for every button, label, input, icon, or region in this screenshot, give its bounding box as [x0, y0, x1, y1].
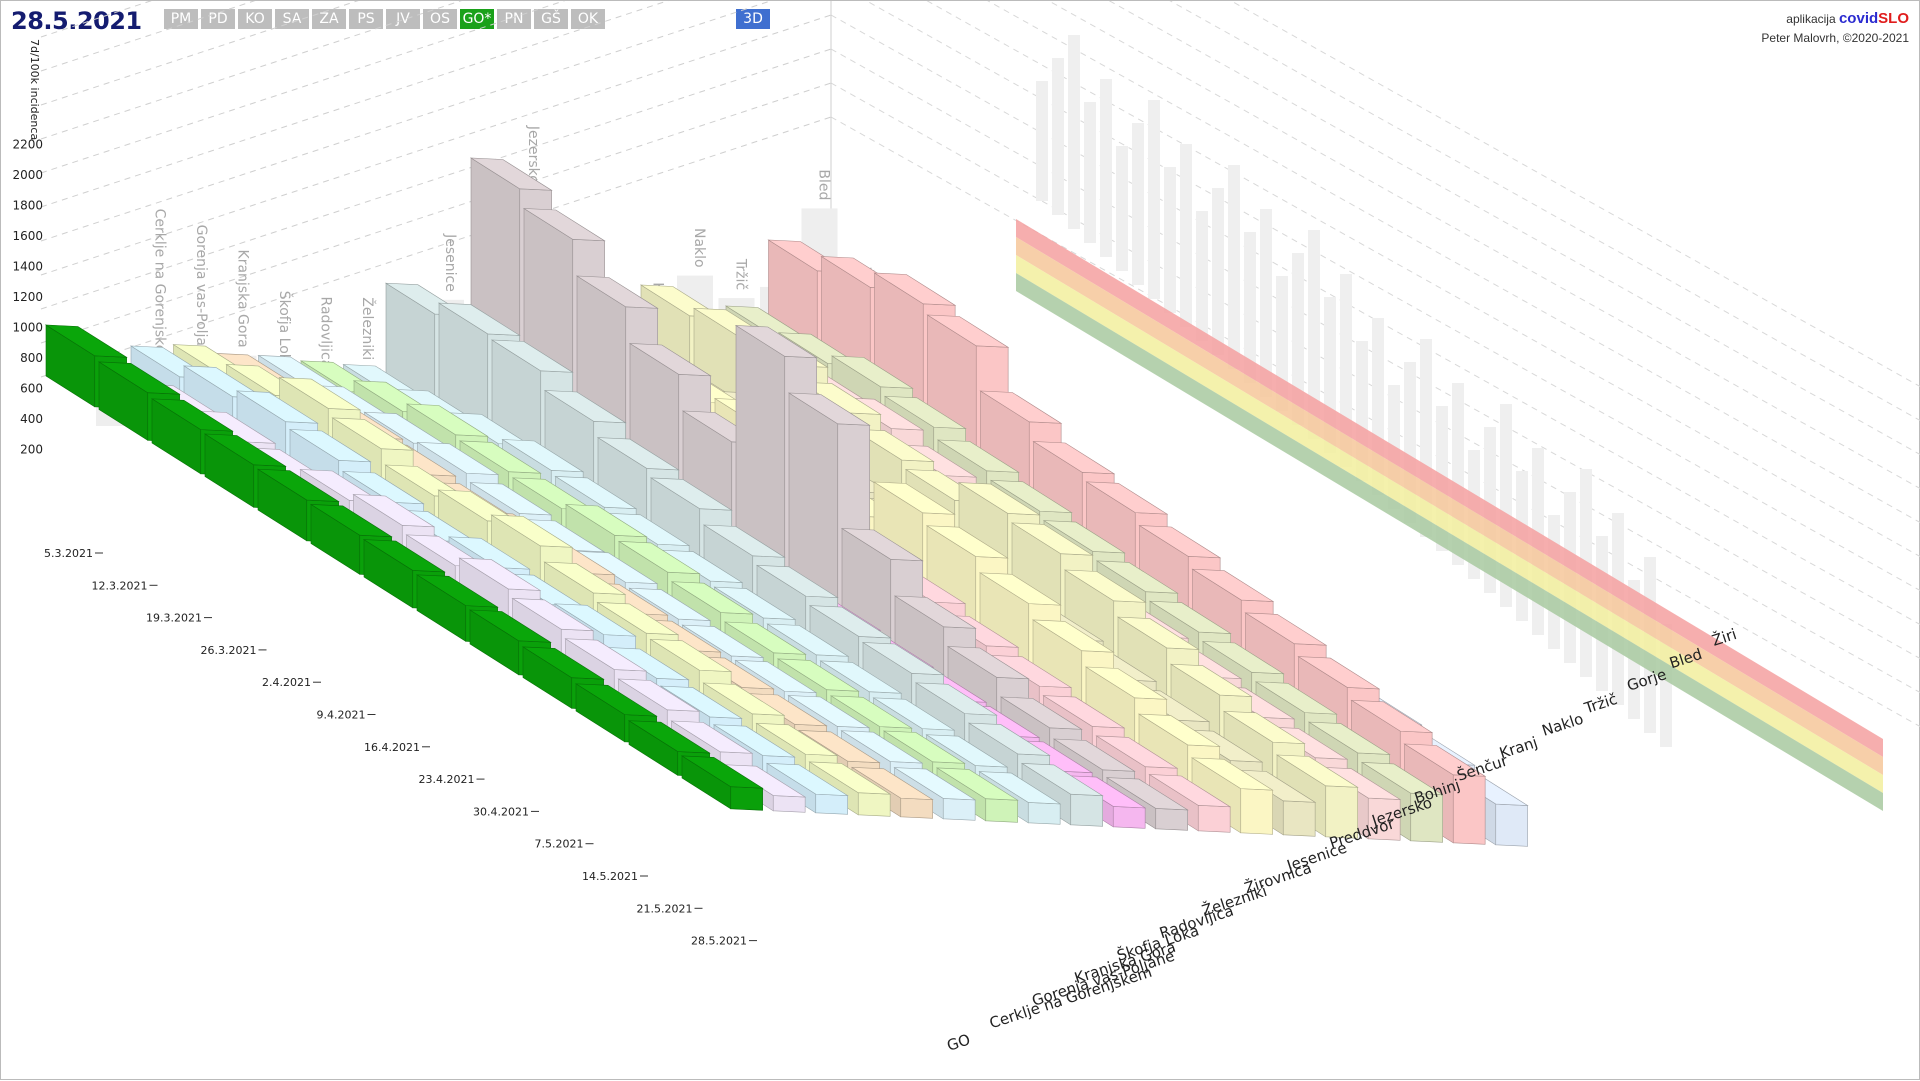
series-label: Kranj [1497, 733, 1540, 762]
date-label: 16.4.2021 [364, 741, 420, 754]
series-label: Žiri [1709, 624, 1738, 650]
y-tick-label: 1400 [12, 260, 43, 274]
y-axis-label: 7d/100k incidenca [28, 39, 41, 140]
date-label: 28.5.2021 [691, 935, 747, 948]
gridline [40, 14, 832, 276]
region-button[interactable]: OS [423, 9, 457, 29]
shadow-series-label: Škofja Loka [276, 291, 294, 370]
shadow-series-label: Tržič [733, 258, 749, 290]
date-label: 9.4.2021 [317, 709, 366, 722]
threshold-band [1016, 273, 1883, 811]
date-label: 12.3.2021 [92, 579, 148, 592]
y-tick-label: 1200 [12, 290, 43, 304]
view-3d-button[interactable]: 3D [736, 9, 770, 29]
region-button[interactable]: KO [238, 9, 272, 29]
region-button[interactable]: SA [275, 9, 309, 29]
region-button[interactable]: GO* [460, 9, 494, 29]
shadow-bar [1180, 144, 1192, 327]
y-tick-label: 1800 [12, 199, 43, 213]
region-button[interactable]: PN [497, 9, 531, 29]
date-label: 5.3.2021 [44, 547, 93, 560]
region-button[interactable]: ZA [312, 9, 346, 29]
region-button[interactable]: PD [201, 9, 235, 29]
brand-part2: SLO [1878, 10, 1909, 27]
shadow-bar [1132, 123, 1144, 285]
bar-rows [44, 157, 1529, 847]
gridline [40, 1, 359, 106]
y-tick-label: 2200 [12, 138, 43, 152]
shadow-series-label: Radovljica [318, 297, 334, 369]
shadow-bar [1084, 102, 1096, 243]
series-label: GO [945, 1030, 973, 1054]
gridline [40, 1, 256, 72]
shadow-bar [1228, 165, 1240, 369]
y-tick-label: 600 [20, 382, 43, 396]
shadow-series-label: Kranjska Gora [235, 250, 251, 348]
shadow-series-label: Cerklje na Gorenjskem [152, 209, 168, 367]
gridline [40, 1, 566, 174]
app-credit-line: aplikacija covidSLO [1761, 9, 1909, 29]
threshold-band [1016, 237, 1883, 775]
y-tick-label: 1000 [12, 321, 43, 335]
date-label: 21.5.2021 [637, 902, 693, 915]
shadow-bar [1212, 188, 1224, 355]
date-label: 19.3.2021 [146, 612, 202, 625]
shadow-bar [1052, 58, 1064, 215]
shadow-bar [1244, 232, 1256, 383]
shadow-bar [1196, 211, 1208, 341]
shadow-bar [1308, 230, 1320, 439]
y-tick-label: 800 [20, 351, 43, 365]
date-label: 14.5.2021 [582, 870, 638, 883]
gridline [40, 82, 832, 344]
shadow-bar [1260, 209, 1272, 397]
threshold-band [1016, 255, 1883, 793]
date-label: 2.4.2021 [262, 676, 311, 689]
shadow-bar [1036, 81, 1048, 201]
shadow-bar [1068, 35, 1080, 229]
date-label: 23.4.2021 [419, 773, 475, 786]
brand-part1: covid [1838, 10, 1879, 27]
y-tick-label: 2000 [12, 168, 43, 182]
region-button[interactable]: GŠ [534, 9, 568, 29]
shadow-bar [1100, 79, 1112, 257]
shadow-bar [1164, 167, 1176, 313]
gridline [40, 48, 832, 310]
region-button[interactable]: JV [386, 9, 420, 29]
threshold-band [1016, 219, 1883, 757]
region-button[interactable]: PS [349, 9, 383, 29]
author-credit: Peter Malovrh, ©2020-2021 [1761, 31, 1909, 45]
series-label: Tržič [1581, 690, 1619, 718]
shadow-series-label: Jesenice [442, 233, 458, 292]
date-label: 30.4.2021 [473, 805, 529, 818]
gridline [40, 1, 462, 140]
shadow-series-label: Bled [816, 169, 832, 200]
shadow-series-label: Gorenja vas-Poljane [193, 225, 209, 364]
y-tick-label: 400 [20, 412, 43, 426]
shadow-series-label: Železniki [359, 297, 377, 360]
series-label: Naklo [1540, 710, 1586, 740]
bar [680, 755, 764, 811]
shadow-series-label: Jezersko [525, 125, 541, 184]
shadow-bar [1148, 100, 1160, 299]
app-credit-prefix: aplikacija [1786, 12, 1836, 26]
y-tick-label: 200 [20, 443, 43, 457]
gridline [40, 1, 772, 242]
region-selector: PM PD KO SA ZA PS JV OS GO* PN GŠ OK [164, 9, 605, 29]
gridline [40, 116, 832, 378]
shadow-series-label: Naklo [691, 228, 707, 268]
region-button[interactable]: PM [164, 9, 198, 29]
date-label: 26.3.2021 [201, 644, 257, 657]
shadow-bar [1292, 253, 1304, 425]
date-title: 28.5.2021 [11, 7, 142, 35]
date-label: 7.5.2021 [535, 838, 584, 851]
credits: aplikacija covidSLO Peter Malovrh, ©2020… [1761, 9, 1909, 48]
threshold-bands [1016, 219, 1883, 811]
y-tick-label: 1600 [12, 229, 43, 243]
shadow-bar [1116, 146, 1128, 271]
